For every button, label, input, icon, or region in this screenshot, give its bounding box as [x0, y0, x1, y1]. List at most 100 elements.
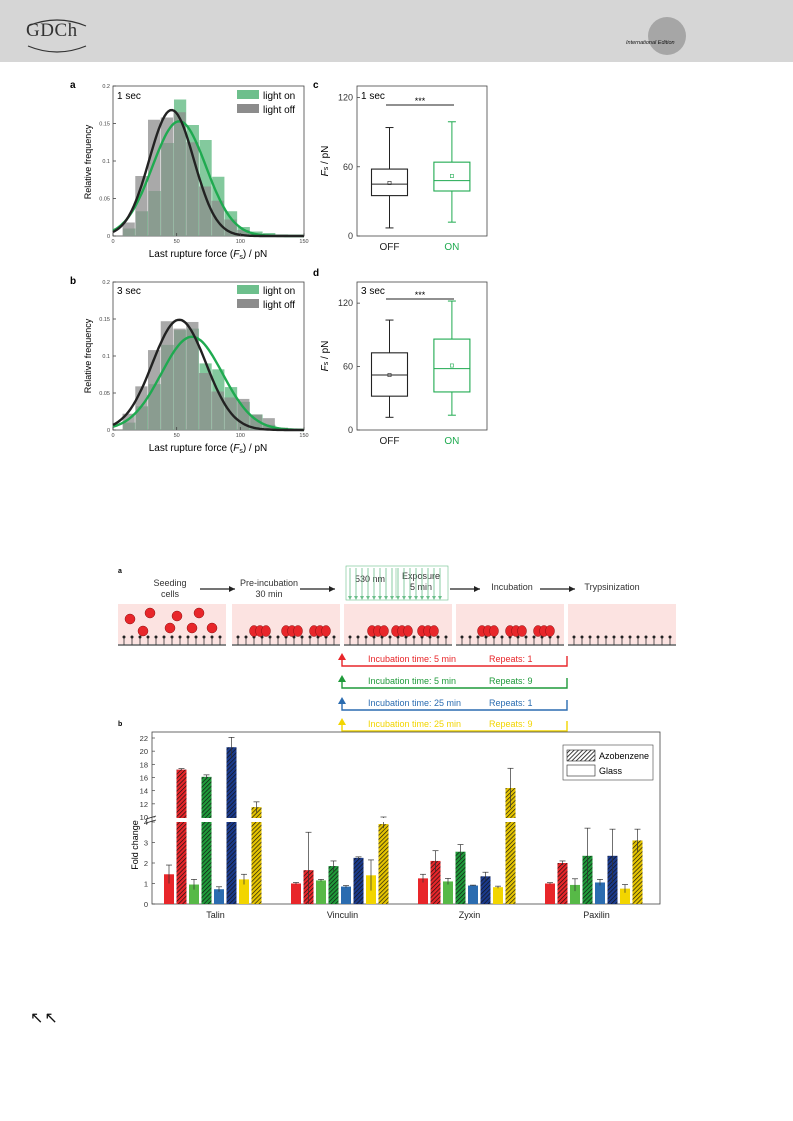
- y-tick-label: 0.1: [102, 354, 110, 360]
- y-tick-label: 12: [140, 800, 148, 809]
- condition-arrowhead: [338, 718, 346, 725]
- category-label-on: ON: [444, 242, 459, 253]
- category-label-off: OFF: [380, 436, 400, 447]
- hist-bar-light-off: [211, 391, 224, 430]
- hist-bar-light-off: [148, 119, 161, 236]
- light-arrowhead: [390, 596, 394, 600]
- x-tick-label: 50: [174, 239, 180, 245]
- y-tick-label: 16: [140, 774, 148, 783]
- fold-bar: [620, 888, 630, 904]
- light-arrowhead: [426, 596, 430, 600]
- fold-bar: [480, 876, 491, 904]
- ligand-head: [138, 635, 142, 639]
- x-tick-label: 100: [236, 433, 245, 439]
- spread-cell: [517, 625, 527, 637]
- histogram-b: 00.050.10.150.20 50 100 150 3 sec light on …: [83, 280, 309, 455]
- legend-swatch-light-on: [237, 90, 259, 99]
- ligand-head: [476, 635, 480, 639]
- panel-label-b-top: b: [70, 276, 76, 287]
- step-trypsinization: Trypsinization: [584, 582, 639, 592]
- hist-bar-light-off: [148, 350, 161, 430]
- fold-bar: [545, 883, 555, 904]
- condition-arrowhead: [338, 697, 346, 704]
- hist-bar-light-off: [262, 418, 275, 430]
- condition-repeats-4: Repeats: 9: [489, 719, 533, 729]
- fold-bar: [468, 885, 478, 904]
- significance-stars-c: ***: [415, 96, 426, 106]
- ligand-head: [444, 635, 448, 639]
- fit-curve-light-off: [112, 318, 304, 432]
- ligand-head: [202, 635, 206, 639]
- fold-bar: [505, 788, 516, 904]
- fold-bar: [443, 881, 453, 904]
- spread-cell: [379, 625, 389, 637]
- schematic-panel: a Seeding cells Pre-incubation 30 min 530 …: [118, 565, 676, 732]
- hist-a-time: 1 sec: [117, 91, 141, 102]
- panel-label-d-top: d: [313, 268, 319, 279]
- navigation-arrows-icon[interactable]: ↖↖: [30, 1010, 59, 1027]
- condition-incubation-3: Incubation time: 25 min: [368, 698, 461, 708]
- y-tick-label: 20: [140, 747, 148, 756]
- ligand-head: [130, 635, 134, 639]
- y-tick-label: 60: [343, 362, 353, 372]
- condition-bracket: [341, 656, 568, 667]
- condition-arrowhead: [338, 675, 346, 682]
- ligand-head: [178, 635, 182, 639]
- box-c-time: 1 sec: [361, 91, 385, 102]
- ligand-head: [276, 635, 280, 639]
- y-tick-label: 0.15: [99, 122, 110, 128]
- hist-bar-light-off: [160, 321, 173, 430]
- significance-stars-d: ***: [415, 290, 426, 300]
- y-tick-label: 0: [107, 428, 110, 434]
- fold-bar: [226, 747, 237, 904]
- cell: [193, 607, 205, 619]
- box-c-frame: [356, 85, 488, 237]
- legend-label-glass: Glass: [599, 766, 623, 776]
- ligand-head: [194, 635, 198, 639]
- fold-bar: [291, 883, 301, 904]
- spread-cell: [545, 625, 555, 637]
- box-d-ylabel: Fs / pN: [320, 341, 331, 372]
- fold-bar: [595, 882, 605, 904]
- condition-bracket: [341, 721, 568, 732]
- ligand-head: [652, 635, 656, 639]
- legend-swatch-light-off-b: [237, 299, 259, 308]
- legend-label-azobenzene: Azobenzene: [599, 751, 649, 761]
- fold-bar: [251, 807, 262, 904]
- ligand-head: [308, 635, 312, 639]
- y-tick-label: 1: [144, 880, 148, 889]
- legend-swatch-light-on-b: [237, 285, 259, 294]
- x-tick-label: 150: [299, 433, 308, 439]
- condition-incubation-2: Incubation time: 5 min: [368, 676, 456, 686]
- fold-bar: [353, 857, 364, 904]
- x-tick-label: 100: [236, 239, 245, 245]
- y-tick-label: 22: [140, 734, 148, 743]
- fold-bar: [201, 776, 212, 904]
- panel-label-b-bottom: b: [118, 721, 122, 728]
- cell: [186, 622, 198, 634]
- ligand-head: [460, 635, 464, 639]
- y-tick-label: 14: [140, 787, 148, 796]
- cell: [137, 625, 149, 637]
- box-d-frame: [356, 281, 488, 431]
- axis-break-band: [153, 818, 659, 822]
- fold-bar: [214, 889, 224, 904]
- ligand-head: [218, 635, 222, 639]
- spread-cell: [403, 625, 413, 637]
- ligand-head: [210, 635, 214, 639]
- fold-bar: [570, 884, 580, 904]
- hist-bar-light-off: [237, 230, 250, 236]
- ligand-head: [588, 635, 592, 639]
- spread-cell: [261, 625, 271, 637]
- edition-label: International Edition: [626, 40, 675, 46]
- y-tick-label: 3: [144, 839, 148, 848]
- light-arrowhead: [420, 596, 424, 600]
- hist-bar-light-off: [186, 321, 199, 430]
- mean-marker: [449, 363, 454, 368]
- legend-label-light-off-b: light off: [263, 300, 295, 311]
- legend-swatch-glass: [566, 764, 596, 777]
- spread-cell: [489, 625, 499, 637]
- light-arrowhead: [348, 596, 352, 600]
- cell: [164, 622, 176, 634]
- panel-label-a-top: a: [70, 80, 76, 91]
